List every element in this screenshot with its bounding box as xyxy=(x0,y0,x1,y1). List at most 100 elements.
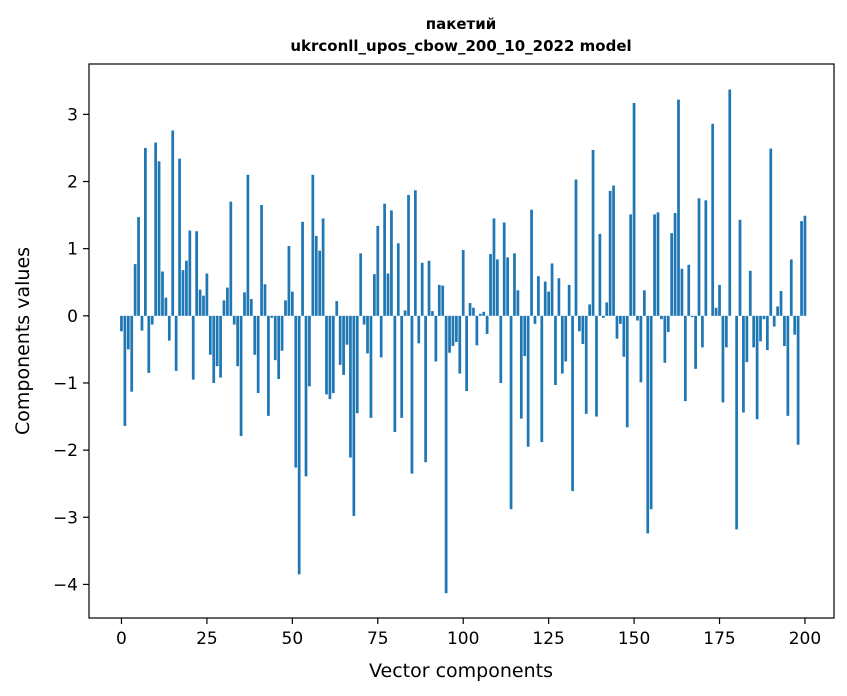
bar xyxy=(325,315,328,395)
bar xyxy=(390,210,393,316)
bar xyxy=(297,315,301,575)
bar xyxy=(714,307,718,316)
bar xyxy=(362,315,366,325)
bar xyxy=(414,190,417,316)
bar xyxy=(290,291,294,316)
bar xyxy=(615,315,619,339)
bar xyxy=(123,315,127,426)
bar xyxy=(526,315,530,447)
bar xyxy=(178,158,181,316)
y-tick-label: 1 xyxy=(67,240,78,260)
bar xyxy=(591,149,595,316)
bar xyxy=(496,259,499,316)
bar xyxy=(598,233,602,316)
bar xyxy=(437,284,441,316)
bar xyxy=(711,123,715,316)
bar xyxy=(687,264,691,316)
bar xyxy=(752,315,756,348)
bar xyxy=(642,290,646,316)
bar xyxy=(759,315,762,342)
bar xyxy=(472,307,475,316)
bar xyxy=(185,260,188,316)
x-tick-label: 100 xyxy=(447,629,479,649)
bar xyxy=(352,315,356,516)
bar xyxy=(738,219,742,316)
bar xyxy=(690,315,694,318)
bar xyxy=(578,315,581,332)
bar xyxy=(195,231,199,316)
bar xyxy=(519,315,523,419)
bar xyxy=(294,315,298,468)
bar xyxy=(410,315,414,474)
bar xyxy=(475,315,479,346)
bar xyxy=(273,315,277,361)
bar xyxy=(673,213,677,316)
bar xyxy=(164,297,168,316)
bar xyxy=(328,315,332,400)
bar xyxy=(485,315,489,334)
bar xyxy=(198,289,202,316)
bar xyxy=(772,315,776,327)
y-tick-label: −1 xyxy=(53,374,78,394)
bar xyxy=(523,315,527,357)
bar xyxy=(263,284,267,316)
bar xyxy=(509,315,513,510)
bar xyxy=(161,271,164,316)
y-tick-label: 3 xyxy=(67,105,78,125)
bar xyxy=(417,315,421,344)
bar xyxy=(533,315,537,324)
bar xyxy=(314,235,318,316)
bar xyxy=(342,315,345,375)
bar xyxy=(683,315,687,402)
bar xyxy=(321,218,325,316)
bar xyxy=(776,306,779,316)
bar xyxy=(355,315,359,414)
bar xyxy=(267,315,270,416)
bar xyxy=(554,315,557,385)
bar xyxy=(444,315,448,594)
bar xyxy=(256,315,260,394)
bar xyxy=(147,315,151,373)
bar xyxy=(492,218,496,316)
bar xyxy=(465,315,468,392)
y-tick-label: −3 xyxy=(53,508,78,528)
bar xyxy=(157,161,161,316)
x-tick-label: 75 xyxy=(367,629,389,649)
bar xyxy=(239,315,243,437)
bar xyxy=(571,315,574,492)
bar xyxy=(800,221,803,316)
bar xyxy=(386,273,390,316)
bar xyxy=(215,315,219,367)
bar xyxy=(506,257,509,316)
bar xyxy=(622,315,626,357)
bar xyxy=(605,302,609,316)
bar xyxy=(383,203,386,316)
bar xyxy=(133,264,137,316)
bar xyxy=(718,284,721,316)
bar xyxy=(701,315,704,348)
bar xyxy=(249,299,253,316)
chart-title-line-1: пакетий xyxy=(426,15,497,33)
bar xyxy=(550,263,554,316)
bar xyxy=(311,174,315,316)
bar xyxy=(236,315,240,367)
bar xyxy=(728,89,732,316)
bar xyxy=(379,315,383,358)
bar xyxy=(202,295,205,316)
bar xyxy=(229,201,233,316)
y-tick-label: −2 xyxy=(53,441,78,461)
bar xyxy=(755,315,759,420)
bar xyxy=(499,315,503,383)
x-tick-label: 150 xyxy=(618,629,650,649)
bar xyxy=(451,315,455,347)
bar xyxy=(181,270,185,316)
y-axis-ticks: −4 −3 −2 −1 0 1 2 3 xyxy=(53,105,89,595)
bar xyxy=(482,311,486,316)
bar xyxy=(376,225,380,316)
bar xyxy=(502,222,506,316)
bar xyxy=(403,310,407,316)
bar xyxy=(420,262,424,316)
bar xyxy=(660,315,663,320)
bar xyxy=(366,315,369,354)
